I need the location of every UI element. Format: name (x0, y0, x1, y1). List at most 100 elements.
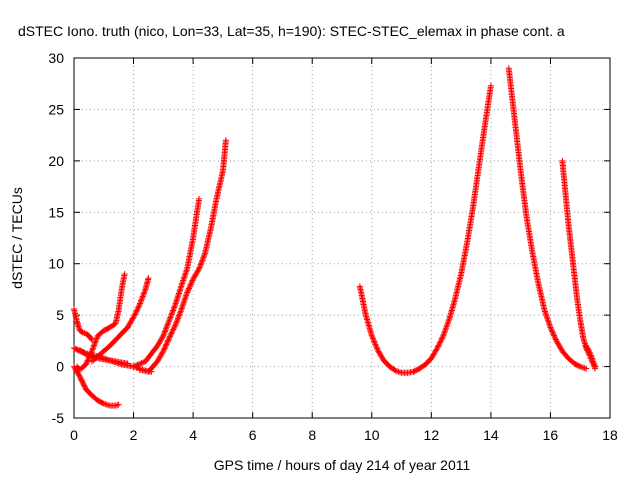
plus-marker (165, 336, 172, 343)
plus-marker (185, 286, 192, 293)
plus-marker (162, 327, 169, 334)
plus-marker (189, 277, 196, 284)
plus-marker (160, 346, 167, 353)
plus-marker (133, 362, 140, 369)
plus-marker (126, 320, 133, 327)
plus-marker (102, 401, 109, 408)
plus-marker (158, 350, 165, 357)
plus-marker (112, 402, 119, 409)
plus-marker (155, 357, 162, 364)
plus-marker (176, 312, 183, 319)
plus-marker (165, 318, 172, 325)
plus-marker (85, 352, 92, 359)
plus-marker (126, 321, 133, 328)
plus-marker (161, 328, 168, 335)
plus-marker (164, 321, 171, 328)
plus-marker (199, 256, 206, 263)
plus-marker (557, 345, 564, 352)
plus-marker (487, 82, 494, 89)
plus-marker (85, 356, 92, 363)
plus-marker (170, 306, 177, 313)
plus-marker (134, 305, 141, 312)
plus-marker (79, 329, 86, 336)
plus-marker (99, 399, 106, 406)
plus-marker (443, 323, 450, 330)
plus-marker (135, 303, 142, 310)
plus-marker (168, 311, 175, 318)
plus-marker (429, 354, 436, 361)
plus-marker (129, 315, 136, 322)
plus-marker (445, 317, 452, 324)
plus-marker (192, 272, 199, 279)
y-tick-label: 30 (48, 50, 64, 66)
plus-marker (167, 314, 174, 321)
plus-marker (190, 276, 197, 283)
plus-marker (587, 352, 594, 359)
plus-marker (444, 322, 451, 329)
plus-marker (394, 368, 401, 375)
plus-marker (167, 332, 174, 339)
plus-marker (74, 370, 81, 376)
plus-marker (587, 351, 594, 358)
plus-marker (369, 334, 376, 341)
plus-marker (135, 361, 142, 368)
plus-marker (124, 324, 131, 331)
plus-marker (368, 332, 375, 339)
plus-marker (584, 345, 591, 352)
plus-marker (588, 353, 595, 360)
plus-marker (134, 361, 141, 368)
plus-marker (549, 329, 556, 336)
plus-marker (161, 345, 168, 352)
plus-marker (163, 340, 170, 347)
plus-marker (554, 339, 561, 346)
plus-marker (114, 402, 121, 409)
plus-marker (174, 315, 181, 322)
plus-marker (171, 304, 178, 311)
plus-marker (578, 364, 585, 371)
plus-marker (555, 341, 562, 348)
plus-marker (441, 329, 448, 336)
plus-marker (76, 372, 83, 379)
plus-marker (157, 353, 164, 360)
plus-marker (82, 361, 89, 368)
plus-marker (170, 307, 177, 314)
plus-marker (586, 349, 593, 356)
plus-marker (556, 343, 563, 349)
plus-marker (371, 339, 378, 346)
plus-marker (372, 341, 379, 348)
plus-marker (165, 337, 172, 344)
plus-marker (549, 328, 556, 335)
plus-marker (438, 335, 445, 342)
plus-marker (83, 360, 90, 367)
plus-marker (131, 311, 138, 318)
plus-marker (374, 345, 381, 352)
plus-marker (175, 314, 182, 321)
y-tick-label: -5 (52, 410, 65, 426)
plus-marker (196, 265, 203, 272)
plus-marker (141, 289, 148, 296)
plus-marker (161, 329, 168, 336)
plus-marker (552, 335, 559, 342)
plus-marker (93, 335, 100, 342)
plus-marker (547, 324, 554, 331)
plus-marker (137, 360, 144, 367)
plus-marker (442, 325, 449, 332)
plus-marker (581, 365, 588, 372)
plus-marker (553, 337, 560, 344)
plus-marker (198, 260, 205, 267)
plus-marker (197, 263, 204, 270)
plus-marker (138, 297, 145, 304)
plus-marker (442, 326, 449, 333)
data-series (88, 275, 152, 365)
plus-marker (434, 343, 441, 350)
plus-marker (168, 330, 175, 337)
plus-marker (92, 338, 99, 345)
data-series (136, 137, 229, 375)
plus-marker (186, 284, 193, 291)
plus-marker (432, 348, 439, 355)
x-tick-label: 12 (424, 427, 440, 443)
x-tick-label: 16 (543, 427, 559, 443)
plus-marker (434, 345, 441, 352)
plus-marker (139, 294, 146, 301)
plus-marker (127, 319, 134, 326)
